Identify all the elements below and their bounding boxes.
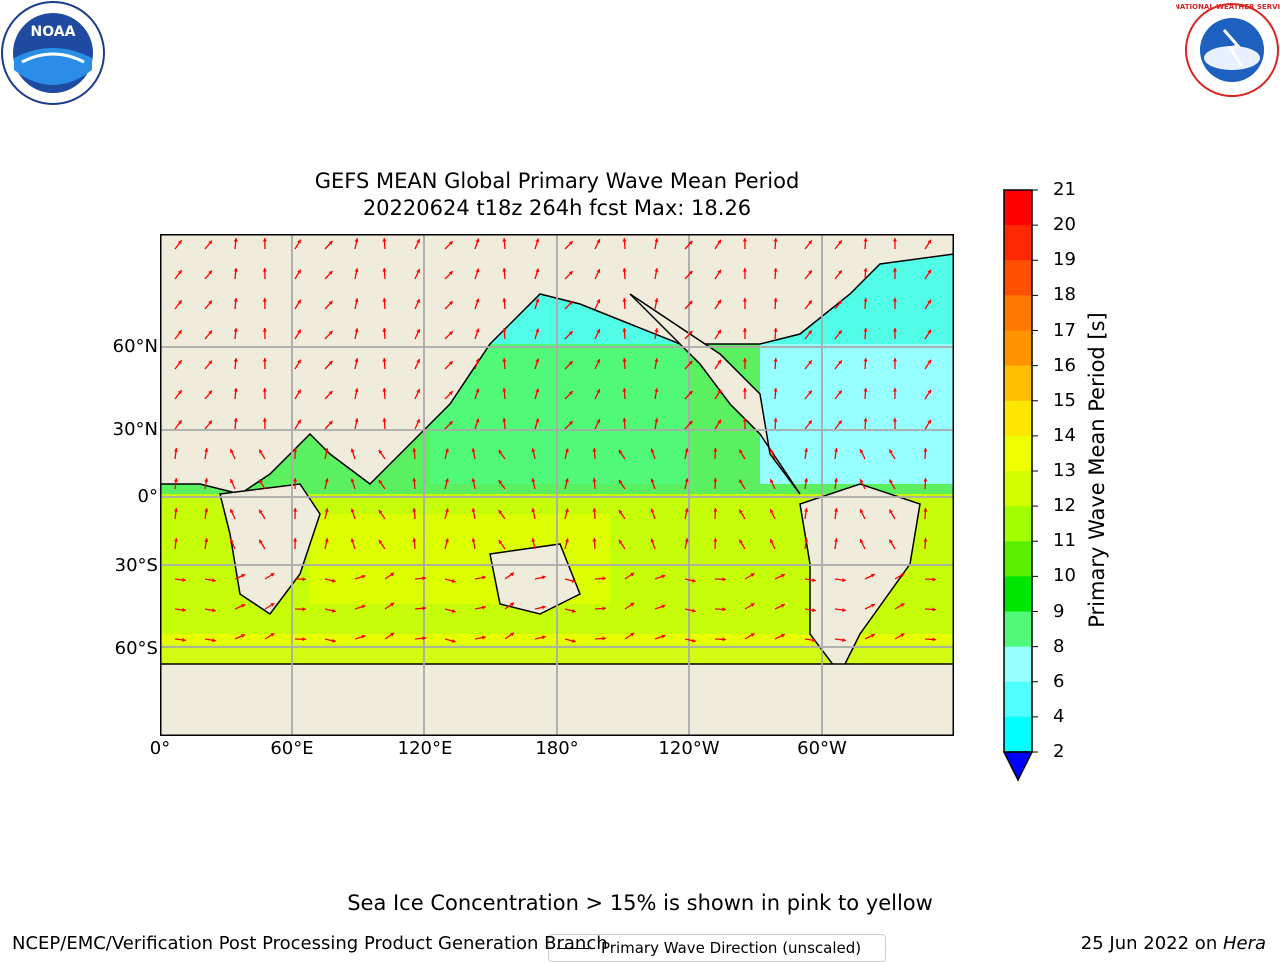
chart-subtitle: 20220624 t18z 264h fcst Max: 18.26 xyxy=(160,196,954,220)
colorbar-tick-label: 15 xyxy=(1053,392,1076,410)
wave-period-map: Primary Wave Direction (unscaled) xyxy=(160,234,954,736)
lat-label-60s: 60°S xyxy=(98,638,158,659)
colorbar-tick-label: 20 xyxy=(1053,216,1076,234)
map-canvas xyxy=(160,234,954,736)
footer-host: Hera xyxy=(1223,933,1266,954)
colorbar-segment xyxy=(1004,225,1032,261)
colorbar-tick-label: 10 xyxy=(1053,567,1076,585)
colorbar-segment xyxy=(1004,190,1032,226)
lon-label-60w: 60°W xyxy=(777,738,867,759)
lat-label-0: 0° xyxy=(98,486,158,507)
colorbar-tick-label: 21 xyxy=(1053,181,1076,199)
chart-title: GEFS MEAN Global Primary Wave Mean Perio… xyxy=(160,169,954,193)
noaa-logo: NOAA xyxy=(0,0,106,106)
nws-logo-text: NATIONAL WEATHER SERVICE xyxy=(1176,3,1280,11)
colorbar-tick-label: 14 xyxy=(1053,427,1076,445)
colorbar-tick-label: 9 xyxy=(1053,603,1064,621)
colorbar-tick-label: 18 xyxy=(1053,286,1076,304)
colorbar-tick-label: 2 xyxy=(1053,743,1064,761)
legend-label: Primary Wave Direction (unscaled) xyxy=(601,939,861,957)
footer-credit: NCEP/EMC/Verification Post Processing Pr… xyxy=(12,933,608,954)
colorbar-segment xyxy=(1004,612,1032,648)
colorbar-tick-label: 11 xyxy=(1053,532,1076,550)
colorbar-segment xyxy=(1004,541,1032,577)
colorbar-tick-label: 17 xyxy=(1053,322,1076,340)
colorbar-segment xyxy=(1004,506,1032,542)
colorbar-tick-label: 13 xyxy=(1053,462,1076,480)
colorbar-segment xyxy=(1004,366,1032,402)
nws-logo: NATIONAL WEATHER SERVICE xyxy=(1176,0,1280,100)
colorbar-label: Primary Wave Mean Period [s] xyxy=(1085,312,1109,628)
lat-label-30n: 30°N xyxy=(98,419,158,440)
footer-date-text: 25 Jun 2022 on xyxy=(1081,933,1223,954)
colorbar-segment xyxy=(1004,260,1032,296)
colorbar-segment xyxy=(1004,471,1032,507)
colorbar-segment xyxy=(1004,295,1032,331)
colorbar xyxy=(1000,186,1050,786)
colorbar-tick-label: 4 xyxy=(1053,708,1064,726)
lon-label-120w: 120°W xyxy=(644,738,734,759)
colorbar-segment xyxy=(1004,647,1032,683)
lat-label-60n: 60°N xyxy=(98,336,158,357)
north-atlantic-band xyxy=(760,344,954,484)
colorbar-extend-arrow xyxy=(1004,752,1032,780)
colorbar-segment xyxy=(1004,682,1032,718)
colorbar-tick-label: 19 xyxy=(1053,251,1076,269)
lon-label-180: 180° xyxy=(512,738,602,759)
lon-label-120e: 120°E xyxy=(380,738,470,759)
colorbar-tick-label: 6 xyxy=(1053,673,1064,691)
lon-label-60e: 60°E xyxy=(247,738,337,759)
sea-ice-note: Sea Ice Concentration > 15% is shown in … xyxy=(0,891,1280,915)
colorbar-tick-label: 16 xyxy=(1053,357,1076,375)
colorbar-tick-label: 8 xyxy=(1053,638,1064,656)
footer-date: 25 Jun 2022 on Hera xyxy=(1081,933,1266,954)
colorbar-tick-label: 12 xyxy=(1053,497,1076,515)
lat-label-30s: 30°S xyxy=(98,555,158,576)
noaa-logo-text: NOAA xyxy=(31,24,76,40)
colorbar-segment xyxy=(1004,331,1032,367)
colorbar-segment xyxy=(1004,576,1032,612)
colorbar-segment xyxy=(1004,717,1032,753)
colorbar-segment xyxy=(1004,401,1032,437)
lon-label-0: 0° xyxy=(115,738,205,759)
colorbar-segment xyxy=(1004,436,1032,472)
